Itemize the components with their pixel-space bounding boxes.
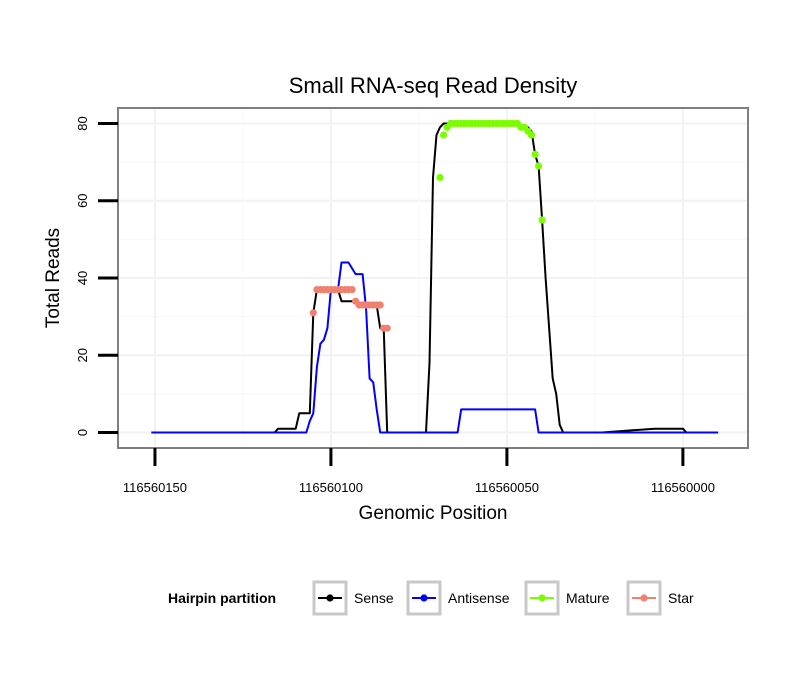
legend-title: Hairpin partition	[168, 590, 276, 606]
mature-point	[436, 173, 444, 182]
legend: Hairpin partition Sense Antisense Mature St…	[168, 580, 694, 616]
legend-label-star: Star	[668, 590, 694, 606]
x-tick-label: 116560100	[299, 480, 363, 495]
legend-label-antisense: Antisense	[448, 590, 510, 606]
y-axis: 0 20 40 60 80	[75, 116, 118, 436]
antisense-series-line	[151, 261, 719, 434]
star-point	[376, 301, 384, 309]
y-tick-label: 80	[75, 116, 90, 130]
legend-label-sense: Sense	[354, 590, 394, 606]
mature-point	[535, 162, 543, 170]
mature-point	[440, 131, 448, 139]
legend-key-point-mature	[538, 594, 546, 602]
legend-label-mature: Mature	[566, 590, 610, 606]
star-point	[309, 309, 317, 317]
y-tick-label: 40	[75, 271, 90, 285]
chart-title: Small RNA-seq Read Density	[289, 73, 578, 98]
y-tick-label: 20	[75, 348, 90, 362]
legend-key-point-star	[640, 594, 648, 602]
x-tick-label: 116560150	[123, 480, 187, 495]
mature-point	[538, 216, 546, 224]
legend-key-point-antisense	[420, 594, 428, 602]
star-point	[348, 286, 356, 294]
star-point	[383, 324, 391, 332]
y-tick-label: 60	[75, 193, 90, 207]
series-points	[309, 119, 546, 332]
mature-point	[531, 150, 539, 158]
legend-key-point-sense	[326, 594, 334, 602]
x-tick-label: 116560000	[651, 480, 715, 495]
y-axis-title: Total Reads	[43, 228, 64, 328]
x-tick-label: 116560050	[475, 480, 539, 495]
x-axis-title: Genomic Position	[359, 503, 508, 524]
y-tick-label: 0	[75, 429, 90, 436]
mature-point	[527, 131, 536, 139]
x-axis: 116560150 116560100 116560050 116560000	[123, 448, 715, 495]
grid-lines	[118, 108, 748, 448]
